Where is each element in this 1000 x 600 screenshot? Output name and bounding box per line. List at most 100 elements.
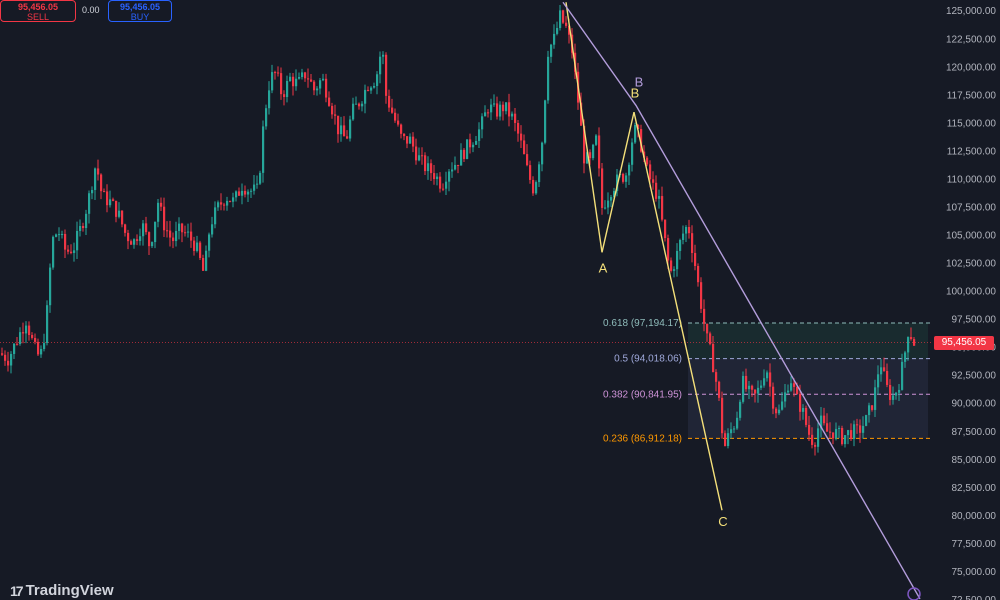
candle-body bbox=[106, 191, 109, 206]
candle-body bbox=[613, 191, 616, 198]
candle-body bbox=[913, 339, 916, 346]
candle-body bbox=[385, 54, 388, 96]
buy-price: 95,456.05 bbox=[119, 2, 161, 12]
candle-body bbox=[628, 164, 631, 176]
candle-body bbox=[664, 219, 667, 239]
candle-body bbox=[826, 423, 829, 432]
candle-body bbox=[538, 164, 541, 183]
candle-body bbox=[247, 191, 250, 195]
sell-price: 95,456.05 bbox=[17, 2, 59, 12]
candle-body bbox=[418, 155, 421, 161]
candle-body bbox=[244, 190, 247, 195]
candle-body bbox=[394, 112, 397, 121]
candle-body bbox=[352, 103, 355, 120]
candle-body bbox=[226, 200, 229, 206]
candle-body bbox=[199, 242, 202, 258]
candle-body bbox=[709, 333, 712, 344]
candle-body bbox=[844, 435, 847, 445]
last-price-tag: 95,456.05 bbox=[934, 336, 994, 350]
candle-body bbox=[445, 181, 448, 189]
y-tick-label: 117,500.00 bbox=[947, 90, 997, 101]
candle-body bbox=[289, 76, 292, 81]
candle-body bbox=[775, 408, 778, 414]
sell-button[interactable]: 95,456.05 SELL bbox=[0, 0, 76, 22]
buy-button[interactable]: 95,456.05 BUY bbox=[108, 0, 172, 22]
candle-body bbox=[502, 104, 505, 112]
y-tick-label: 87,500.00 bbox=[952, 427, 997, 438]
candle-body bbox=[853, 424, 856, 439]
candle-body bbox=[655, 182, 658, 199]
candle-body bbox=[829, 431, 832, 433]
candle-body bbox=[373, 85, 376, 88]
y-tick-label: 100,000.00 bbox=[946, 287, 996, 298]
candle-body bbox=[901, 361, 904, 390]
y-tick-label: 115,000.00 bbox=[947, 118, 997, 129]
candle-body bbox=[1, 353, 4, 355]
candle-body bbox=[463, 149, 466, 159]
candle-body bbox=[589, 152, 592, 159]
candle-body bbox=[448, 171, 451, 182]
candle-body bbox=[229, 200, 232, 202]
candle-body bbox=[52, 236, 55, 268]
candle-body bbox=[382, 54, 385, 57]
candle-body bbox=[814, 444, 817, 447]
candle-body bbox=[343, 125, 346, 137]
candle-body bbox=[658, 196, 661, 199]
candle-body bbox=[67, 249, 70, 252]
candle-body bbox=[718, 381, 721, 398]
candle-body bbox=[859, 425, 862, 433]
candle-body bbox=[49, 267, 52, 306]
candle-body bbox=[370, 87, 373, 91]
candle-body bbox=[157, 202, 160, 222]
candle-body bbox=[568, 25, 571, 35]
candle-body bbox=[688, 226, 691, 234]
candle-body bbox=[457, 164, 460, 166]
candle-body bbox=[238, 191, 241, 196]
candle-body bbox=[46, 305, 49, 344]
candle-body bbox=[58, 234, 61, 236]
tradingview-logo-text: TradingView bbox=[25, 582, 114, 599]
candle-body bbox=[19, 332, 22, 344]
tradingview-logo: 17 TradingView bbox=[10, 582, 114, 599]
candle-body bbox=[817, 428, 820, 447]
candle-body bbox=[547, 56, 550, 101]
candle-body bbox=[793, 383, 796, 387]
y-tick-label: 110,000.00 bbox=[947, 174, 997, 185]
candle-body bbox=[25, 325, 28, 334]
candle-body bbox=[535, 182, 538, 194]
candle-body bbox=[256, 183, 259, 185]
candle-body bbox=[262, 126, 265, 173]
candle-body bbox=[778, 409, 781, 414]
candle-body bbox=[637, 124, 640, 130]
candle-body bbox=[406, 136, 409, 144]
candle-body bbox=[625, 175, 628, 182]
wave-label: B bbox=[631, 86, 640, 101]
candle-body bbox=[73, 250, 76, 253]
candle-body bbox=[94, 168, 97, 190]
candle-body bbox=[529, 165, 532, 180]
candle-body bbox=[10, 353, 13, 366]
candle-body bbox=[115, 200, 118, 217]
wave-label: C bbox=[718, 514, 727, 529]
candle-body bbox=[514, 113, 517, 123]
candle-body bbox=[391, 107, 394, 113]
candle-body bbox=[454, 164, 457, 170]
fib-level-label: 0.618 (97,194.17) bbox=[603, 318, 682, 329]
candle-body bbox=[712, 343, 715, 373]
candle-body bbox=[481, 116, 484, 130]
y-tick-label: 77,500.00 bbox=[952, 539, 997, 550]
candle-body bbox=[460, 149, 463, 166]
y-tick-label: 107,500.00 bbox=[946, 202, 996, 213]
candle-body bbox=[409, 136, 412, 144]
candle-body bbox=[340, 125, 343, 135]
candle-body bbox=[478, 129, 481, 141]
candle-body bbox=[583, 125, 586, 164]
candle-body bbox=[781, 401, 784, 410]
fib-level-label: 0.5 (94,018.06) bbox=[614, 354, 682, 365]
trendline bbox=[562, 1, 921, 600]
candle-body bbox=[325, 78, 328, 98]
candle-body bbox=[841, 428, 844, 445]
candle-body bbox=[886, 370, 889, 385]
candle-body bbox=[763, 378, 766, 386]
